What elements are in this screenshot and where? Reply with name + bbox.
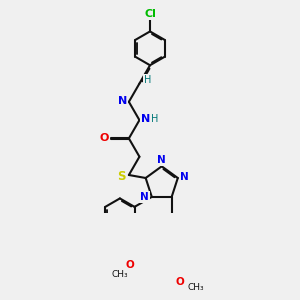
Text: N: N bbox=[140, 192, 149, 202]
Text: N: N bbox=[118, 96, 127, 106]
Text: O: O bbox=[126, 260, 134, 270]
Text: O: O bbox=[100, 134, 109, 143]
Text: H: H bbox=[144, 75, 151, 85]
Text: N: N bbox=[141, 114, 151, 124]
Text: N: N bbox=[158, 155, 166, 165]
Text: S: S bbox=[118, 170, 126, 183]
Text: O: O bbox=[176, 277, 184, 287]
Text: CH₃: CH₃ bbox=[112, 270, 128, 279]
Text: Cl: Cl bbox=[144, 9, 156, 19]
Text: CH₃: CH₃ bbox=[188, 283, 204, 292]
Text: N: N bbox=[181, 172, 189, 182]
Text: H: H bbox=[151, 114, 158, 124]
